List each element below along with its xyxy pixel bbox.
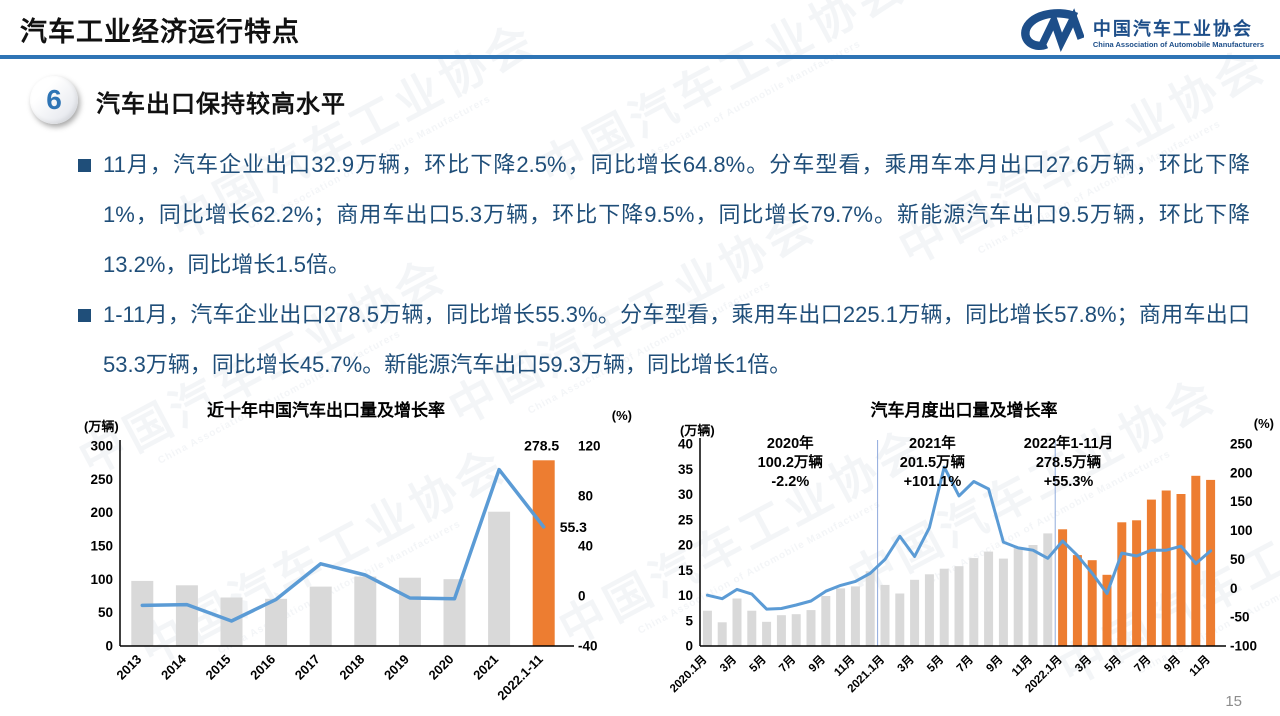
svg-text:201.5万辆: 201.5万辆: [900, 453, 966, 471]
decade-export-chart: 近十年中国汽车出口量及增长率 (万辆) (%) 300 250 200 150 100 5…: [72, 396, 650, 714]
svg-text:9月: 9月: [1161, 653, 1183, 675]
caam-logo-icon: [1018, 8, 1085, 59]
svg-text:-50: -50: [1230, 610, 1250, 625]
bullet-square-icon: [78, 159, 91, 172]
svg-text:5月: 5月: [747, 653, 769, 675]
bullet-item-2: 1-11月，汽车企业出口278.5万辆，同比增长55.3%。分车型看，乘用车出口…: [78, 290, 1250, 390]
svg-text:11月: 11月: [832, 653, 858, 679]
section-title: 汽车出口保持较高水平: [96, 91, 346, 118]
caam-logo-name-en: China Association of Automobile Manufact…: [1092, 39, 1264, 49]
svg-text:11月: 11月: [1187, 653, 1213, 679]
svg-text:2019: 2019: [381, 652, 412, 683]
svg-text:2016: 2016: [247, 652, 278, 683]
svg-text:278.5万辆: 278.5万辆: [1036, 453, 1102, 471]
svg-text:200: 200: [1230, 465, 1253, 480]
bullet-text-2: 1-11月，汽车企业出口278.5万辆，同比增长55.3%。分车型看，乘用车出口…: [103, 302, 1250, 377]
svg-text:150: 150: [90, 539, 113, 554]
monthly-export-chart: 汽车月度出口量及增长率 (万辆) (%) 40 35 30 25 20 15 10 5 0 250…: [650, 396, 1278, 714]
svg-text:2021: 2021: [470, 652, 501, 683]
section-number: 6: [46, 84, 62, 115]
svg-text:9月: 9月: [806, 653, 828, 675]
svg-text:25: 25: [678, 512, 694, 527]
svg-text:250: 250: [90, 472, 113, 487]
svg-text:0: 0: [685, 639, 693, 654]
svg-text:100: 100: [1230, 523, 1253, 538]
svg-text:0: 0: [105, 639, 113, 654]
svg-text:2020年: 2020年: [767, 434, 814, 452]
svg-text:0: 0: [1230, 581, 1238, 596]
svg-text:120: 120: [578, 439, 601, 454]
svg-text:7月: 7月: [1132, 653, 1154, 675]
svg-text:200: 200: [90, 505, 113, 520]
decade-chart-left-axis-unit: (万辆): [84, 419, 119, 434]
svg-text:250: 250: [1230, 437, 1253, 452]
svg-text:0: 0: [578, 589, 586, 604]
bullet-square-icon: [78, 309, 91, 322]
header-divider: [0, 55, 1280, 59]
caam-logo: 中国汽车工业协会 China Association of Automobile…: [1018, 8, 1264, 59]
svg-text:-40: -40: [578, 639, 598, 654]
monthly-chart-plot: 4035302520151050250200150100500-50-10020…: [667, 434, 1257, 695]
bullet-item-1: 11月，汽车企业出口32.9万辆，环比下降2.5%，同比增长64.8%。分车型看…: [78, 140, 1250, 290]
svg-text:2017: 2017: [292, 652, 323, 683]
svg-text:40: 40: [578, 539, 593, 554]
caam-logo-text: 中国汽车工业协会 China Association of Automobile…: [1093, 18, 1264, 50]
svg-text:3月: 3月: [717, 653, 739, 675]
svg-text:50: 50: [1230, 552, 1245, 567]
svg-text:7月: 7月: [954, 653, 976, 675]
decade-chart-title: 近十年中国汽车出口量及增长率: [207, 401, 445, 420]
svg-text:2014: 2014: [158, 651, 190, 683]
svg-text:5月: 5月: [1102, 653, 1124, 675]
svg-text:-100: -100: [1230, 639, 1257, 654]
svg-text:20: 20: [678, 538, 693, 553]
svg-text:2020: 2020: [426, 652, 457, 683]
svg-text:5月: 5月: [924, 653, 946, 675]
caam-logo-name-cn: 中国汽车工业协会: [1092, 18, 1253, 39]
svg-text:2018: 2018: [336, 652, 367, 683]
svg-text:2022年1-11月: 2022年1-11月: [1024, 434, 1113, 452]
svg-text:40: 40: [678, 437, 693, 452]
svg-text:9月: 9月: [984, 653, 1006, 675]
svg-text:35: 35: [678, 462, 694, 477]
svg-text:10: 10: [678, 588, 693, 603]
svg-text:2013: 2013: [113, 652, 144, 683]
decade-chart-plot: 300 250 200 150 100 50 0 120 80 40 0 -40 2013 2014 201…: [90, 437, 601, 704]
svg-text:300: 300: [90, 439, 113, 454]
bullet-text-1: 11月，汽车企业出口32.9万辆，环比下降2.5%，同比增长64.8%。分车型看…: [103, 152, 1250, 277]
page-number: 15: [1225, 693, 1242, 710]
svg-text:150: 150: [1230, 494, 1253, 509]
svg-text:7月: 7月: [776, 653, 798, 675]
section-number-badge: 6: [30, 76, 78, 124]
bullet-list: 11月，汽车企业出口32.9万辆，环比下降2.5%，同比增长64.8%。分车型看…: [78, 140, 1250, 390]
svg-text:3月: 3月: [895, 653, 917, 675]
monthly-chart-left-axis-unit: (万辆): [680, 423, 715, 438]
svg-text:2015: 2015: [203, 652, 234, 683]
svg-text:278.5: 278.5: [524, 437, 559, 453]
monthly-chart-title: 汽车月度出口量及增长率: [870, 401, 1058, 420]
svg-text:50: 50: [98, 605, 113, 620]
page-title: 汽车工业经济运行特点: [20, 17, 300, 47]
svg-text:5: 5: [685, 613, 693, 628]
svg-text:+55.3%: +55.3%: [1044, 474, 1094, 490]
svg-text:2020.1月: 2020.1月: [667, 653, 709, 695]
monthly-chart-right-axis-unit: (%): [1253, 416, 1274, 431]
svg-text:11月: 11月: [1009, 653, 1035, 679]
decade-chart-right-axis-unit: (%): [611, 408, 632, 423]
svg-text:15: 15: [678, 563, 694, 578]
svg-text:100: 100: [90, 572, 113, 587]
svg-text:30: 30: [678, 487, 693, 502]
svg-text:+101.1%: +101.1%: [904, 474, 962, 490]
svg-text:100.2万辆: 100.2万辆: [758, 453, 824, 471]
svg-text:2021年: 2021年: [909, 434, 956, 452]
svg-text:3月: 3月: [1072, 653, 1094, 675]
svg-text:-2.2%: -2.2%: [771, 474, 809, 490]
svg-text:2022.1-11: 2022.1-11: [494, 652, 546, 704]
svg-text:55.3: 55.3: [560, 519, 587, 535]
svg-text:80: 80: [578, 489, 593, 504]
